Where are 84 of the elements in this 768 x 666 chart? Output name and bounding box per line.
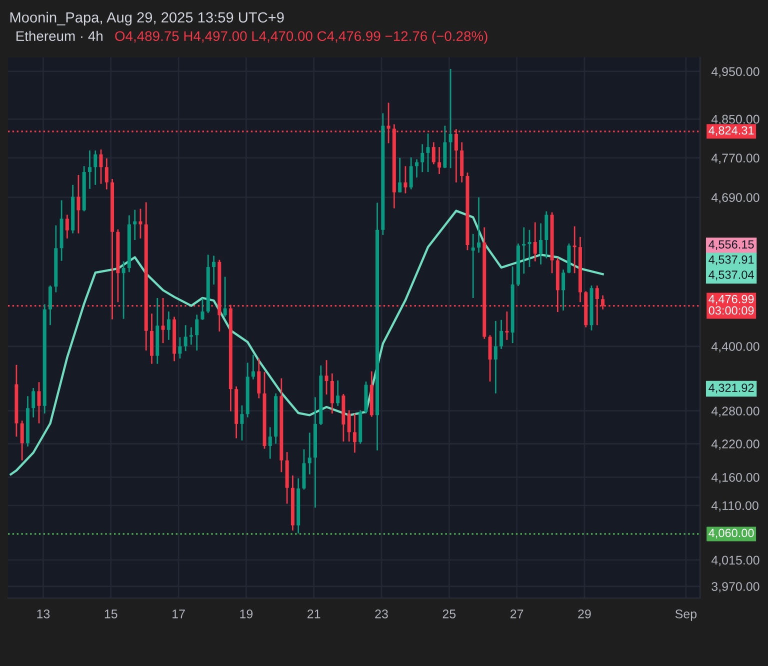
- ref-line-label: 4,824.31: [708, 126, 754, 136]
- candlestick: [324, 359, 328, 396]
- candlestick: [409, 156, 413, 190]
- x-tick-label: 13: [37, 610, 50, 618]
- candlestick: [494, 320, 498, 394]
- candlestick: [32, 387, 36, 418]
- candlestick: [189, 326, 193, 346]
- candlestick: [528, 229, 532, 268]
- y-tick-label: 4,850.00: [711, 114, 760, 126]
- candlestick: [166, 310, 170, 341]
- chart-subtitle: O4,489.75 H4,497.00 L4,470.00 C4,476.99 −12.76 (−0.28%): [115, 30, 488, 44]
- candlestick: [257, 358, 261, 399]
- y-tick-label: 4,280.00: [711, 406, 760, 417]
- y-tick-label: 4,110.00: [711, 501, 758, 512]
- candlestick: [471, 233, 475, 299]
- candlestick: [404, 165, 408, 194]
- x-tick-label: Sep: [675, 610, 697, 621]
- candlestick: [420, 143, 424, 173]
- x-tick-label: 23: [375, 610, 388, 618]
- candlestick: [477, 196, 480, 254]
- y-tick-label: 4,690.00: [711, 193, 760, 204]
- candlestick: [184, 324, 188, 352]
- x-tick-label: 25: [442, 610, 456, 618]
- candlestick: [212, 255, 216, 286]
- candlestick: [251, 354, 255, 380]
- candlestick: [268, 426, 272, 460]
- x-tick-label: 27: [510, 610, 524, 618]
- candlestick: [88, 150, 92, 190]
- candlestick: [398, 157, 402, 194]
- chart-title: Ethereum · 4h: [16, 30, 102, 42]
- candlestick: [122, 260, 126, 320]
- x-tick-label: 19: [240, 610, 253, 618]
- candlestick: [533, 222, 537, 262]
- candlestick: [352, 412, 356, 454]
- y-tick-label: 4,950.00: [711, 67, 760, 78]
- candlestick: [347, 410, 351, 442]
- candlestick: [138, 208, 142, 240]
- x-tick-label: 21: [308, 610, 320, 618]
- candlestick: [572, 226, 576, 274]
- candlestick: [330, 372, 334, 414]
- candlestick: [37, 381, 41, 424]
- candlestick: [438, 146, 442, 175]
- candlestick: [48, 284, 52, 326]
- candlestick: [562, 268, 566, 312]
- text: Moonin_Papa, Aug 29, 2025 13:59 UTC+9: [10, 12, 284, 26]
- candlestick: [414, 158, 418, 178]
- candlestick: [539, 222, 543, 266]
- ref-line-label: 4,060.00: [708, 528, 754, 539]
- candlestick: [104, 158, 108, 190]
- ref-line-label: 4,476.99 03:00:09: [708, 294, 754, 315]
- x-tick-label: 29: [578, 610, 591, 618]
- x-tick-label: 15: [104, 610, 118, 618]
- candlestick: [200, 298, 204, 321]
- text: 4,537.91: [708, 255, 754, 266]
- candlestick: [133, 209, 137, 241]
- candlestick: [195, 314, 199, 352]
- y-tick-label: 4,160.00: [711, 472, 760, 484]
- text: 4,556.15: [708, 240, 754, 250]
- candlestick: [20, 420, 24, 462]
- candlestick: [240, 404, 244, 442]
- candlestick: [94, 150, 98, 186]
- candlestick: [99, 148, 103, 185]
- candlestick: [522, 226, 526, 274]
- candlestick: [426, 132, 430, 173]
- y-tick-label: 4,220.00: [711, 440, 760, 450]
- candlestick: [448, 68, 452, 169]
- y-tick-label: 4,400.00: [711, 342, 760, 352]
- y-tick-label: 3,970.00: [712, 582, 760, 592]
- text: 4,321.92: [708, 384, 754, 394]
- candlestick: [505, 310, 509, 341]
- line-series: [10, 210, 604, 476]
- candlestick: [76, 174, 80, 234]
- candlestick: [500, 319, 504, 350]
- y-tick-label: 4,015.00: [711, 556, 760, 566]
- y-tick-label: 4,770.00: [711, 154, 760, 164]
- candlestick: [488, 334, 492, 382]
- candlestick: [432, 142, 436, 165]
- candlestick: [223, 276, 227, 318]
- candlestick: [308, 432, 312, 476]
- x-tick-label: 17: [172, 610, 185, 618]
- text: 4,537.04: [708, 270, 754, 280]
- candlestick: [336, 380, 340, 407]
- candlestick: [65, 214, 69, 240]
- candlestick: [178, 336, 182, 360]
